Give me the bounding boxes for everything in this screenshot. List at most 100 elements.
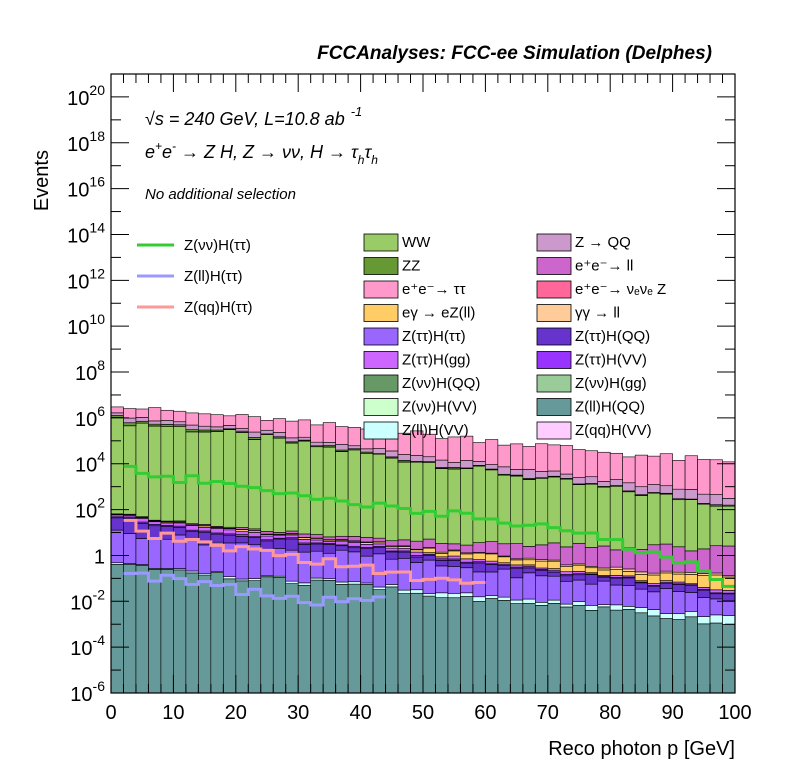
histogram-bin [235,542,249,580]
histogram-bin [472,542,486,553]
histogram-bin [123,564,137,693]
histogram-bin [659,582,673,589]
histogram-bin [297,533,311,538]
histogram-bin [634,571,648,575]
histogram-bin [347,445,361,450]
histogram-bin [322,422,336,443]
legend-swatch [363,374,399,393]
histogram-bin [173,522,187,527]
stack-layer [111,412,735,506]
histogram-bin [223,542,237,577]
histogram-bin [285,583,299,693]
y-tick-label: 108 [75,357,105,385]
histogram-bin [647,455,661,485]
histogram-bin [160,420,174,425]
histogram-bin [722,593,735,602]
histogram-bin [223,576,237,580]
histogram-bin [422,538,436,548]
histogram-bin [247,537,262,546]
histogram-bin [634,582,648,590]
histogram-bin [335,535,349,540]
histogram-bin [647,492,661,546]
histogram-bin [297,440,311,535]
histogram-bin [447,593,461,599]
y-tick-label: 1016 [67,174,105,202]
histogram-bin [397,547,411,552]
legend-swatch [536,280,572,299]
legend-label: Z(νν)H(ττ) [184,237,251,254]
histogram-bin [210,414,224,428]
histogram-bin [285,534,299,538]
histogram-bin [634,454,648,488]
x-tick-label: 100 [718,702,751,724]
histogram-bin [510,469,524,476]
histogram-bin [535,471,549,479]
histogram-bin [297,544,311,553]
stack-layer [111,513,735,576]
histogram-bin [160,522,174,526]
y-tick-label: 1012 [67,265,105,293]
histogram-bin [697,597,711,617]
legend: Z(νν)H(ττ) Z(ll)H(ττ) Z(qq)H(ττ) WW ZZ e⁺e⁻→ … [137,233,666,440]
legend-label: WW [402,234,431,251]
histogram-bin [584,574,599,585]
chart-title: FCCAnalyses: FCC-ee Simulation (Delphes) [317,43,712,64]
histogram-bin [559,606,574,693]
histogram-bin [272,548,287,577]
histogram-bin [722,600,735,616]
histogram-bin [672,613,686,620]
histogram-bin [472,601,486,693]
y-tick-label: 1014 [67,219,105,247]
histogram-bin [722,615,735,625]
histogram-bin [472,571,486,598]
histogram-bin [697,575,711,588]
histogram-bin [634,574,648,581]
histogram-bin [173,527,187,536]
histogram-bin [223,429,237,528]
histogram-bin [260,576,274,693]
histogram-bin [709,593,723,600]
legend-label: Z(νν)H(VV) [402,399,477,416]
legend-label: Z(ττ)H(ττ) [402,328,466,345]
histogram-bin [385,551,399,560]
histogram-bin [160,569,174,693]
histogram-bin [198,527,212,532]
legend-swatch [363,398,399,416]
legend-swatch [363,351,399,369]
histogram-bin [559,546,574,566]
histogram-bin [472,442,486,462]
histogram-bin [597,451,611,482]
histogram-bin [572,605,586,693]
histogram-bin [672,619,686,693]
histogram-bin [198,413,212,427]
histogram-bin [584,483,599,548]
histogram-bin [460,592,474,597]
histogram-bin [347,536,361,542]
histogram-bin [135,408,149,418]
histogram-bin [622,491,636,549]
histogram-bin [185,431,199,524]
histogram-bin [622,609,636,693]
x-tick-label: 90 [661,702,683,724]
histogram-bin [385,540,399,547]
histogram-bin [460,567,474,594]
legend-swatch [536,398,572,416]
histogram-bin [272,535,287,539]
histogram-bin [148,407,162,422]
histogram-bin [385,450,399,458]
histogram-bin [260,434,274,532]
histogram-bin [111,529,124,564]
histogram-bin [485,560,499,565]
y-axis-title: Events [31,150,53,211]
histogram-bin [597,545,611,569]
x-tick-label: 40 [349,702,371,724]
legend-swatch [363,280,399,299]
histogram-bin [372,448,386,454]
legend-label: e⁺e⁻→ ττ [402,281,466,298]
histogram-bin [647,544,661,574]
histogram-bin [223,534,237,544]
histogram-bin [622,577,636,586]
histogram-bin [347,581,361,585]
histogram-bin [235,531,249,535]
histogram-bin [335,443,349,451]
